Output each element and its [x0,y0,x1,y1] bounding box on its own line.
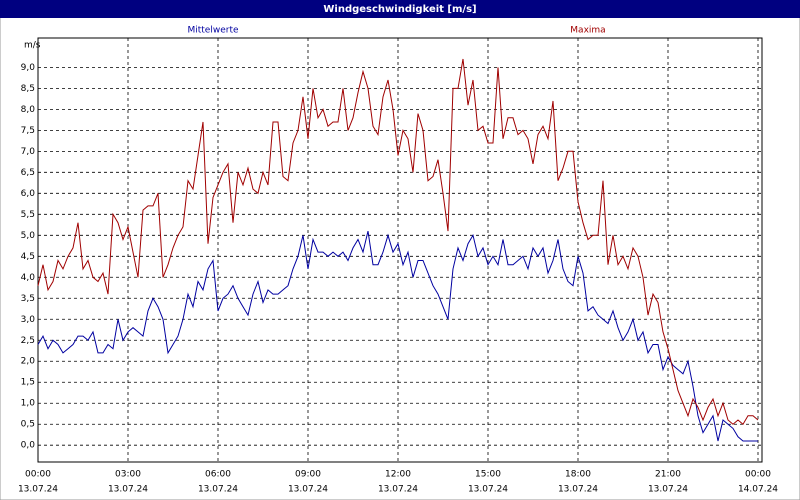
y-tick-label: 7,5 [21,126,35,136]
legend-entry: Mittelwerte [187,26,238,36]
y-tick-label: 7,0 [21,147,36,157]
x-tick-label: 09:00 [295,470,321,480]
x-tick-date: 13.07.24 [18,485,58,495]
y-tick-label: 1,5 [21,378,35,388]
x-tick-label: 06:00 [205,470,231,480]
x-tick-date: 13.07.24 [378,485,418,495]
y-tick-label: 6,0 [21,189,36,199]
x-tick-label: 00:00 [25,470,51,480]
chart-title: Windgeschwindigkeit [m/s] [323,4,476,15]
y-tick-label: 3,5 [21,294,35,304]
series-line [37,230,758,442]
y-axis-label: m/s [24,41,41,51]
y-tick-label: 4,0 [21,273,36,283]
x-tick-label: 00:00 [745,470,771,480]
x-tick-label: 12:00 [385,470,411,480]
title-bar [0,0,800,18]
x-tick-date: 13.07.24 [288,485,328,495]
x-tick-label: 15:00 [475,470,501,480]
x-tick-label: 03:00 [115,470,141,480]
x-tick-label: 18:00 [565,470,591,480]
y-tick-label: 3,0 [21,315,36,325]
x-tick-date: 13.07.24 [648,485,688,495]
x-tick-date: 13.07.24 [198,485,238,495]
y-tick-label: 2,5 [21,336,35,346]
y-tick-label: 8,0 [21,105,36,115]
y-tick-label: 5,5 [21,210,35,220]
x-tick-date: 14.07.24 [738,485,778,495]
y-tick-label: 5,0 [21,231,36,241]
x-tick-label: 21:00 [655,470,681,480]
y-tick-label: 8,5 [21,84,35,94]
x-tick-date: 13.07.24 [468,485,508,495]
y-tick-label: 1,0 [21,399,36,409]
y-tick-label: 0,5 [21,420,35,430]
y-tick-label: 6,5 [21,168,35,178]
y-tick-label: 2,0 [21,357,36,367]
legend-entry: Maxima [570,26,605,36]
series-line [37,58,759,425]
x-tick-date: 13.07.24 [108,485,148,495]
y-tick-label: 4,5 [21,252,35,262]
y-tick-label: 0,0 [21,441,36,451]
x-tick-date: 13.07.24 [558,485,598,495]
y-tick-label: 9,0 [21,63,36,73]
